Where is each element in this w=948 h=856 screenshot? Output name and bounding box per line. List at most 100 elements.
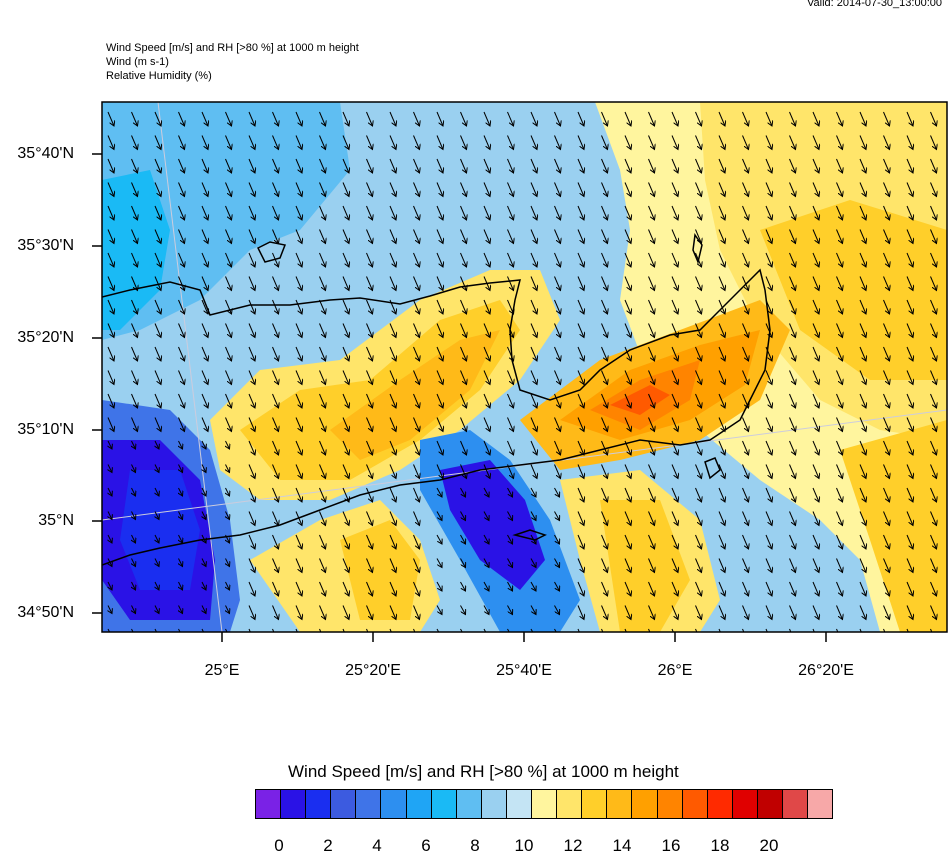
wind-arrow [695, 534, 702, 549]
wind-arrow [131, 323, 138, 338]
wind-arrow [883, 323, 890, 338]
colorbar-label: 16 [661, 836, 681, 855]
wind-arrow [554, 464, 561, 479]
wind-arrow [695, 158, 702, 173]
wind-arrow [389, 581, 396, 596]
wind-arrow [648, 111, 655, 126]
wind-arrow [695, 511, 702, 526]
wind-arrow [131, 417, 138, 432]
wind-vectors [107, 111, 937, 632]
wind-arrow [248, 393, 255, 408]
wind-arrow [742, 299, 749, 314]
wind-arrow [836, 440, 843, 455]
wind-arrow [554, 558, 560, 568]
wind-arrow [742, 135, 749, 150]
wind-arrow [131, 299, 138, 314]
wind-arrow [413, 464, 420, 479]
wind-arrow [530, 511, 536, 521]
wind-arrow [624, 581, 631, 596]
wind-arrow [272, 370, 279, 385]
wind-arrow [836, 534, 843, 549]
wind-arrow [883, 487, 890, 502]
wind-arrow [342, 229, 349, 244]
wind-arrow [648, 182, 655, 197]
wind-arrow [436, 511, 442, 521]
wind-arrow [483, 393, 490, 408]
wind-arrow [201, 276, 208, 291]
wind-arrow [530, 628, 534, 632]
wind-arrow [366, 511, 373, 526]
wind-arrow [530, 487, 536, 497]
wind-arrow [601, 370, 608, 385]
wind-arrow [671, 534, 678, 549]
wind-arrow [225, 276, 232, 291]
wind-arrow [883, 158, 890, 173]
wind-arrow [460, 487, 466, 497]
wind-arrow [554, 252, 561, 267]
wind-arrow [718, 135, 725, 150]
wind-arrow [154, 299, 161, 314]
dia-island [256, 241, 287, 263]
wind-arrow [577, 346, 584, 361]
wind-arrow [178, 205, 185, 220]
colorbar-swatch [682, 790, 708, 818]
wind-arrow [765, 346, 772, 361]
wind-arrow [295, 182, 302, 197]
wind-arrow [436, 299, 443, 314]
wind-arrow [718, 393, 725, 408]
wind-arrow [930, 346, 937, 361]
wind-arrow [155, 487, 159, 496]
wind-arrow [507, 440, 514, 455]
wind-arrow [295, 158, 302, 173]
wind-arrow [695, 417, 702, 432]
wind-arrow [389, 393, 396, 408]
wind-arrow [930, 158, 937, 173]
wind-arrow [366, 252, 373, 267]
wind-arrow [107, 393, 114, 408]
wind-arrow [930, 558, 937, 573]
wind-arrow [671, 182, 678, 197]
wind-arrow [248, 370, 255, 385]
wind-arrow [225, 252, 232, 267]
wind-arrow [601, 158, 608, 173]
wind-arrow [906, 581, 913, 596]
lat-label-35-10: 35°10'N [17, 421, 74, 438]
wind-arrow [883, 370, 890, 385]
wind-arrow [507, 252, 514, 267]
wind-arrow [601, 252, 608, 267]
wind-arrow [906, 111, 913, 126]
wind-arrow [507, 487, 513, 497]
colorbar-swatch [707, 790, 733, 818]
wind-arrow [718, 205, 725, 220]
wind-arrow [202, 534, 206, 543]
wind-arrow [179, 464, 183, 473]
colorbar-swatch [506, 790, 533, 818]
wind-arrow [202, 440, 206, 449]
wind-arrow [389, 511, 396, 526]
wind-arrow [601, 487, 608, 502]
wind-arrow [132, 440, 136, 449]
wind-arrow [295, 534, 302, 549]
wind-arrow [671, 440, 678, 455]
wind-arrow [906, 158, 913, 173]
wind-arrow [789, 346, 796, 361]
wind-arrow [225, 205, 232, 220]
wind-arrow [789, 252, 796, 267]
wind-arrow [906, 370, 913, 385]
wind-arrow [789, 464, 796, 479]
wind-arrow [272, 511, 279, 526]
wind-arrow [859, 229, 866, 244]
field-west-core [120, 470, 200, 590]
wind-arrow [906, 205, 913, 220]
colorbar-label: 20 [759, 836, 779, 855]
wind-arrow [366, 440, 373, 455]
wind-arrow [179, 605, 183, 614]
wind-arrow [930, 182, 937, 197]
wind-arrow [695, 323, 702, 338]
wind-arrow [671, 229, 678, 244]
wind-arrow [272, 182, 279, 197]
wind-arrow [671, 299, 678, 314]
wind-arrow [131, 182, 138, 197]
wind-arrow [389, 205, 396, 220]
wind-arrow [460, 111, 467, 126]
